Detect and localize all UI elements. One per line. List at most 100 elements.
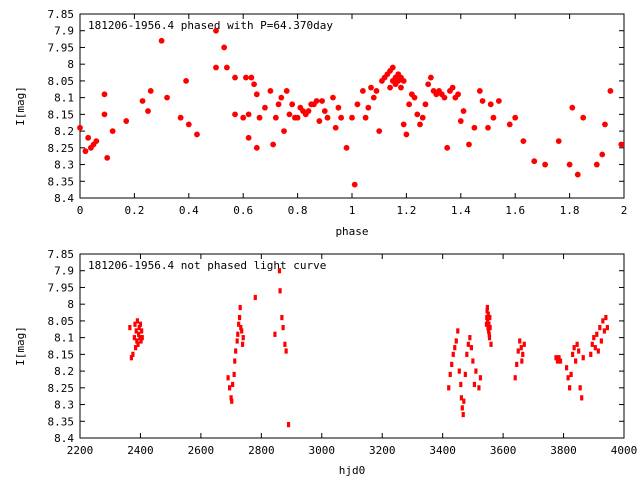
phased-data-point — [147, 88, 154, 94]
raw-chart-title: 181206-1956.4 not phased light curve — [88, 259, 326, 272]
phased-data-point — [145, 108, 151, 114]
raw-data-point — [596, 348, 600, 354]
phased-data-point — [109, 128, 116, 134]
raw-data-point — [602, 328, 606, 334]
phased-data-point — [387, 84, 393, 91]
phased-data-point — [398, 84, 404, 91]
raw-data-point — [451, 351, 455, 357]
phased-data-point — [531, 158, 538, 165]
raw-data-point — [284, 348, 288, 354]
raw-data-point — [487, 331, 491, 337]
raw-data-point — [485, 308, 489, 314]
raw-data-point — [575, 341, 579, 347]
phased-data-point — [77, 124, 83, 131]
phased-x-tick-label: 1.8 — [560, 204, 580, 217]
raw-data-point — [558, 358, 563, 364]
raw-data-point — [595, 331, 599, 337]
raw-data-point — [135, 338, 139, 344]
raw-data-point — [453, 345, 457, 351]
phased-data-point — [343, 144, 350, 151]
phased-x-tick-label: 0.2 — [124, 204, 144, 217]
phased-data-point — [349, 114, 355, 121]
phased-data-point — [427, 74, 434, 81]
raw-data-point — [474, 368, 478, 374]
raw-data-point — [522, 341, 526, 347]
phased-chart-title: 181206-1956.4 phased with P=64.370day — [88, 19, 333, 32]
raw-data-point — [273, 331, 277, 337]
phased-data-point — [419, 114, 426, 121]
raw-data-point — [136, 341, 140, 347]
raw-y-tick-label: 8.05 — [48, 315, 75, 328]
phased-y-tick-label: 8 — [67, 58, 74, 71]
raw-data-point — [133, 321, 137, 327]
raw-data-point — [466, 341, 470, 347]
raw-data-point — [128, 325, 132, 331]
phased-data-point — [618, 141, 625, 148]
phased-data-point — [599, 151, 606, 158]
phased-data-point — [267, 88, 274, 94]
phased-x-tick-label: 1 — [349, 204, 356, 217]
phased-data-point — [253, 144, 260, 151]
raw-data-point — [566, 375, 570, 381]
raw-data-point — [462, 398, 466, 404]
phased-data-point — [123, 118, 130, 124]
raw-y-tick-label: 8.35 — [48, 415, 75, 428]
phased-data-point — [101, 91, 108, 98]
raw-data-point — [486, 311, 490, 317]
raw-data-point — [557, 355, 561, 361]
raw-data-point — [277, 268, 282, 274]
raw-x-tick-label: 2800 — [248, 444, 275, 457]
phased-data-point — [368, 84, 374, 91]
raw-data-point — [485, 304, 489, 311]
phased-data-point — [275, 101, 282, 108]
phased-data-point — [602, 121, 608, 128]
phased-x-axis-label: phase — [335, 225, 368, 238]
phased-data-point — [512, 114, 519, 121]
phased-data-point — [270, 141, 277, 148]
raw-data-point — [604, 314, 608, 321]
phased-data-point — [158, 37, 165, 44]
raw-data-point — [237, 314, 242, 321]
phased-y-tick-label: 8.15 — [48, 108, 75, 121]
raw-data-point — [278, 288, 282, 294]
raw-data-point — [236, 331, 240, 337]
raw-data-point — [601, 318, 605, 324]
raw-data-point — [135, 318, 140, 324]
phased-data-point — [449, 84, 456, 91]
phased-data-point — [232, 74, 238, 81]
raw-x-tick-label: 2200 — [67, 444, 94, 457]
phased-data-point — [245, 111, 252, 118]
phased-data-point — [607, 88, 614, 94]
raw-data-point — [515, 361, 519, 367]
raw-data-point — [487, 321, 491, 327]
phased-x-tick-label: 1.6 — [505, 204, 525, 217]
raw-data-point — [240, 341, 245, 347]
phased-data-point — [506, 121, 513, 128]
raw-y-tick-label: 8.1 — [54, 332, 74, 345]
raw-data-point — [593, 345, 597, 351]
raw-y-tick-label: 7.9 — [54, 265, 74, 278]
phased-data-point — [243, 74, 249, 81]
raw-data-point — [555, 358, 560, 364]
raw-data-point — [138, 335, 142, 341]
raw-x-tick-label: 3000 — [309, 444, 336, 457]
raw-plot-frame — [79, 253, 625, 439]
phased-data-point — [305, 108, 312, 114]
raw-data-point — [477, 385, 481, 391]
raw-data-point — [448, 371, 452, 378]
phased-data-point — [479, 98, 486, 104]
phased-data-point — [485, 124, 491, 131]
raw-data-point — [488, 325, 492, 331]
raw-x-tick-label: 3800 — [550, 444, 577, 457]
phased-data-point — [253, 91, 260, 98]
phased-data-point — [321, 108, 328, 114]
raw-data-point — [228, 385, 232, 391]
phased-data-point — [213, 27, 219, 34]
raw-data-point — [241, 335, 245, 341]
phased-x-tick-label: 0.8 — [288, 204, 308, 217]
raw-y-tick-label: 7.85 — [48, 248, 75, 261]
phased-data-point — [194, 131, 200, 138]
phased-x-tick-label: 1.4 — [451, 204, 471, 217]
raw-chart: 2200 2400 2600 2800 3000 3200 3400 3600 3800 4000… — [14, 248, 637, 477]
raw-data-point — [489, 341, 493, 347]
